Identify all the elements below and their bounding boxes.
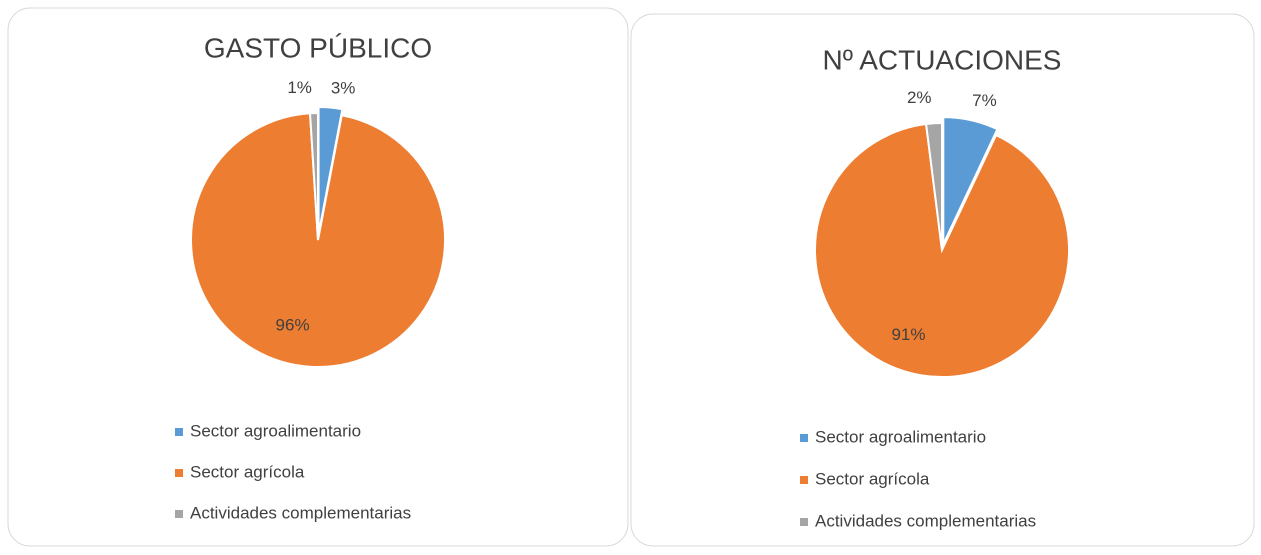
data-label: 96% — [276, 316, 310, 335]
legend-swatch — [175, 428, 183, 436]
data-label: 7% — [972, 91, 997, 110]
legend-label: Sector agrícola — [815, 469, 930, 488]
legend-swatch — [800, 434, 808, 442]
chart-title: GASTO PÚBLICO — [204, 32, 432, 63]
pie-slice — [924, 121, 943, 251]
legend-label: Sector agroalimentario — [190, 421, 361, 440]
legend-swatch — [175, 469, 183, 477]
legend-swatch — [175, 510, 183, 518]
legend-label: Sector agrícola — [190, 462, 305, 481]
data-label: 91% — [891, 325, 925, 344]
pie-slice — [308, 111, 319, 241]
pie-slice — [814, 122, 1070, 378]
data-label: 2% — [907, 88, 932, 107]
pie-slice — [942, 116, 999, 245]
data-label: 1% — [287, 78, 312, 97]
legend-label: Actividades complementarias — [815, 511, 1036, 530]
chart-title: Nº ACTUACIONES — [823, 44, 1062, 75]
legend-label: Sector agroalimentario — [815, 427, 986, 446]
pie-slice — [190, 112, 446, 368]
legend-swatch — [800, 476, 808, 484]
legend-swatch — [800, 518, 808, 526]
legend-label: Actividades complementarias — [190, 503, 411, 522]
data-label: 3% — [331, 78, 356, 97]
